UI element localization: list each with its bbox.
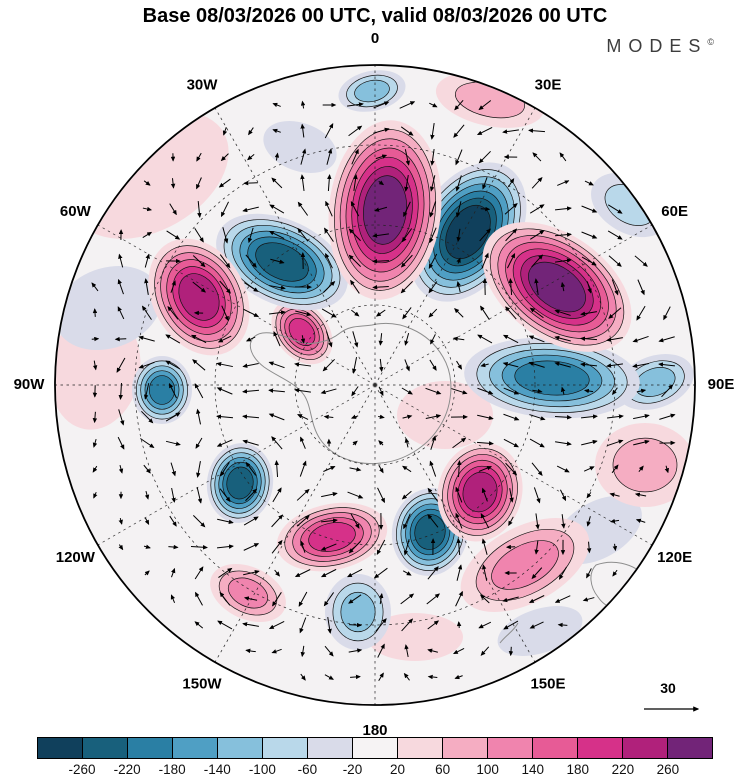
colorbar-tick-label: -60	[297, 762, 318, 777]
colorbar-tick-label: -20	[342, 762, 363, 777]
colorbar-tick-label: 220	[611, 762, 635, 777]
map-boundary	[54, 64, 696, 706]
longitude-label: 180	[362, 722, 387, 737]
longitude-label: 30W	[187, 76, 219, 93]
graticule-layer	[55, 65, 695, 705]
wind-vectors-layer	[91, 100, 676, 682]
colorbar-segment	[173, 738, 218, 758]
colorbar-tick-label: 260	[656, 762, 680, 777]
colorbar-segment	[443, 738, 488, 758]
modes-logo: MODES©	[606, 36, 714, 57]
longitude-label: 150E	[530, 676, 565, 693]
colorbar-segment	[488, 738, 533, 758]
colorbar-segment	[623, 738, 668, 758]
longitude-label: 120E	[657, 549, 692, 566]
longitude-label: 120W	[56, 549, 96, 566]
colorbar-segment	[533, 738, 578, 758]
reference-vector: 30	[644, 680, 700, 712]
colorbar-tick-label: 180	[566, 762, 590, 777]
chart-title: Base 08/03/2026 00 UTC, valid 08/03/2026…	[142, 5, 608, 27]
colorbar-tick-label: -100	[248, 762, 276, 777]
longitude-label: 90W	[14, 376, 46, 393]
reference-vector-label: 30	[660, 680, 676, 696]
colorbar-tick-label: 20	[390, 762, 406, 777]
modes-logo-copyright: ©	[707, 37, 714, 47]
colorbar-segment	[38, 738, 83, 758]
colorbar	[37, 737, 713, 759]
map-canvas: 0 30E 60E 90E 120E 150E 180 150W 120W 90W 60W 30W 30	[14, 30, 735, 737]
colorbar-tick-label: 140	[521, 762, 544, 777]
colorbar-segment	[83, 738, 128, 758]
longitude-label: 90E	[708, 376, 735, 393]
longitude-label: 60E	[661, 203, 688, 220]
colorbar-segment	[218, 738, 263, 758]
colorbar-segment	[578, 738, 623, 758]
colorbar-tick-label: 60	[435, 762, 451, 777]
colorbar-segment	[308, 738, 353, 758]
colorbar-segment	[353, 738, 398, 758]
longitude-label: 0	[371, 30, 379, 47]
colorbar-tick-label: -180	[158, 762, 186, 777]
colorbar-tick-label: -260	[68, 762, 96, 777]
colorbar-segment	[398, 738, 443, 758]
modes-logo-text: MODES	[606, 36, 708, 56]
colorbar-segment	[128, 738, 173, 758]
longitude-labels: 0 30E 60E 90E 120E 150E 180 150W 120W 90W 60W 30W	[14, 30, 735, 737]
colorbar-tick-label: -140	[203, 762, 231, 777]
colorbar-tick-label: 100	[476, 762, 499, 777]
colorbar-segment	[668, 738, 712, 758]
longitude-label: 150W	[182, 676, 222, 693]
colorbar-labels: -260 -220 -180 -140 -100 -60 -20 20 60 100 140 180 2…	[37, 762, 713, 780]
colorbar-segment	[263, 738, 308, 758]
colorbar-tick-label: -220	[113, 762, 141, 777]
longitude-label: 60W	[60, 203, 92, 220]
longitude-label: 30E	[535, 76, 562, 93]
